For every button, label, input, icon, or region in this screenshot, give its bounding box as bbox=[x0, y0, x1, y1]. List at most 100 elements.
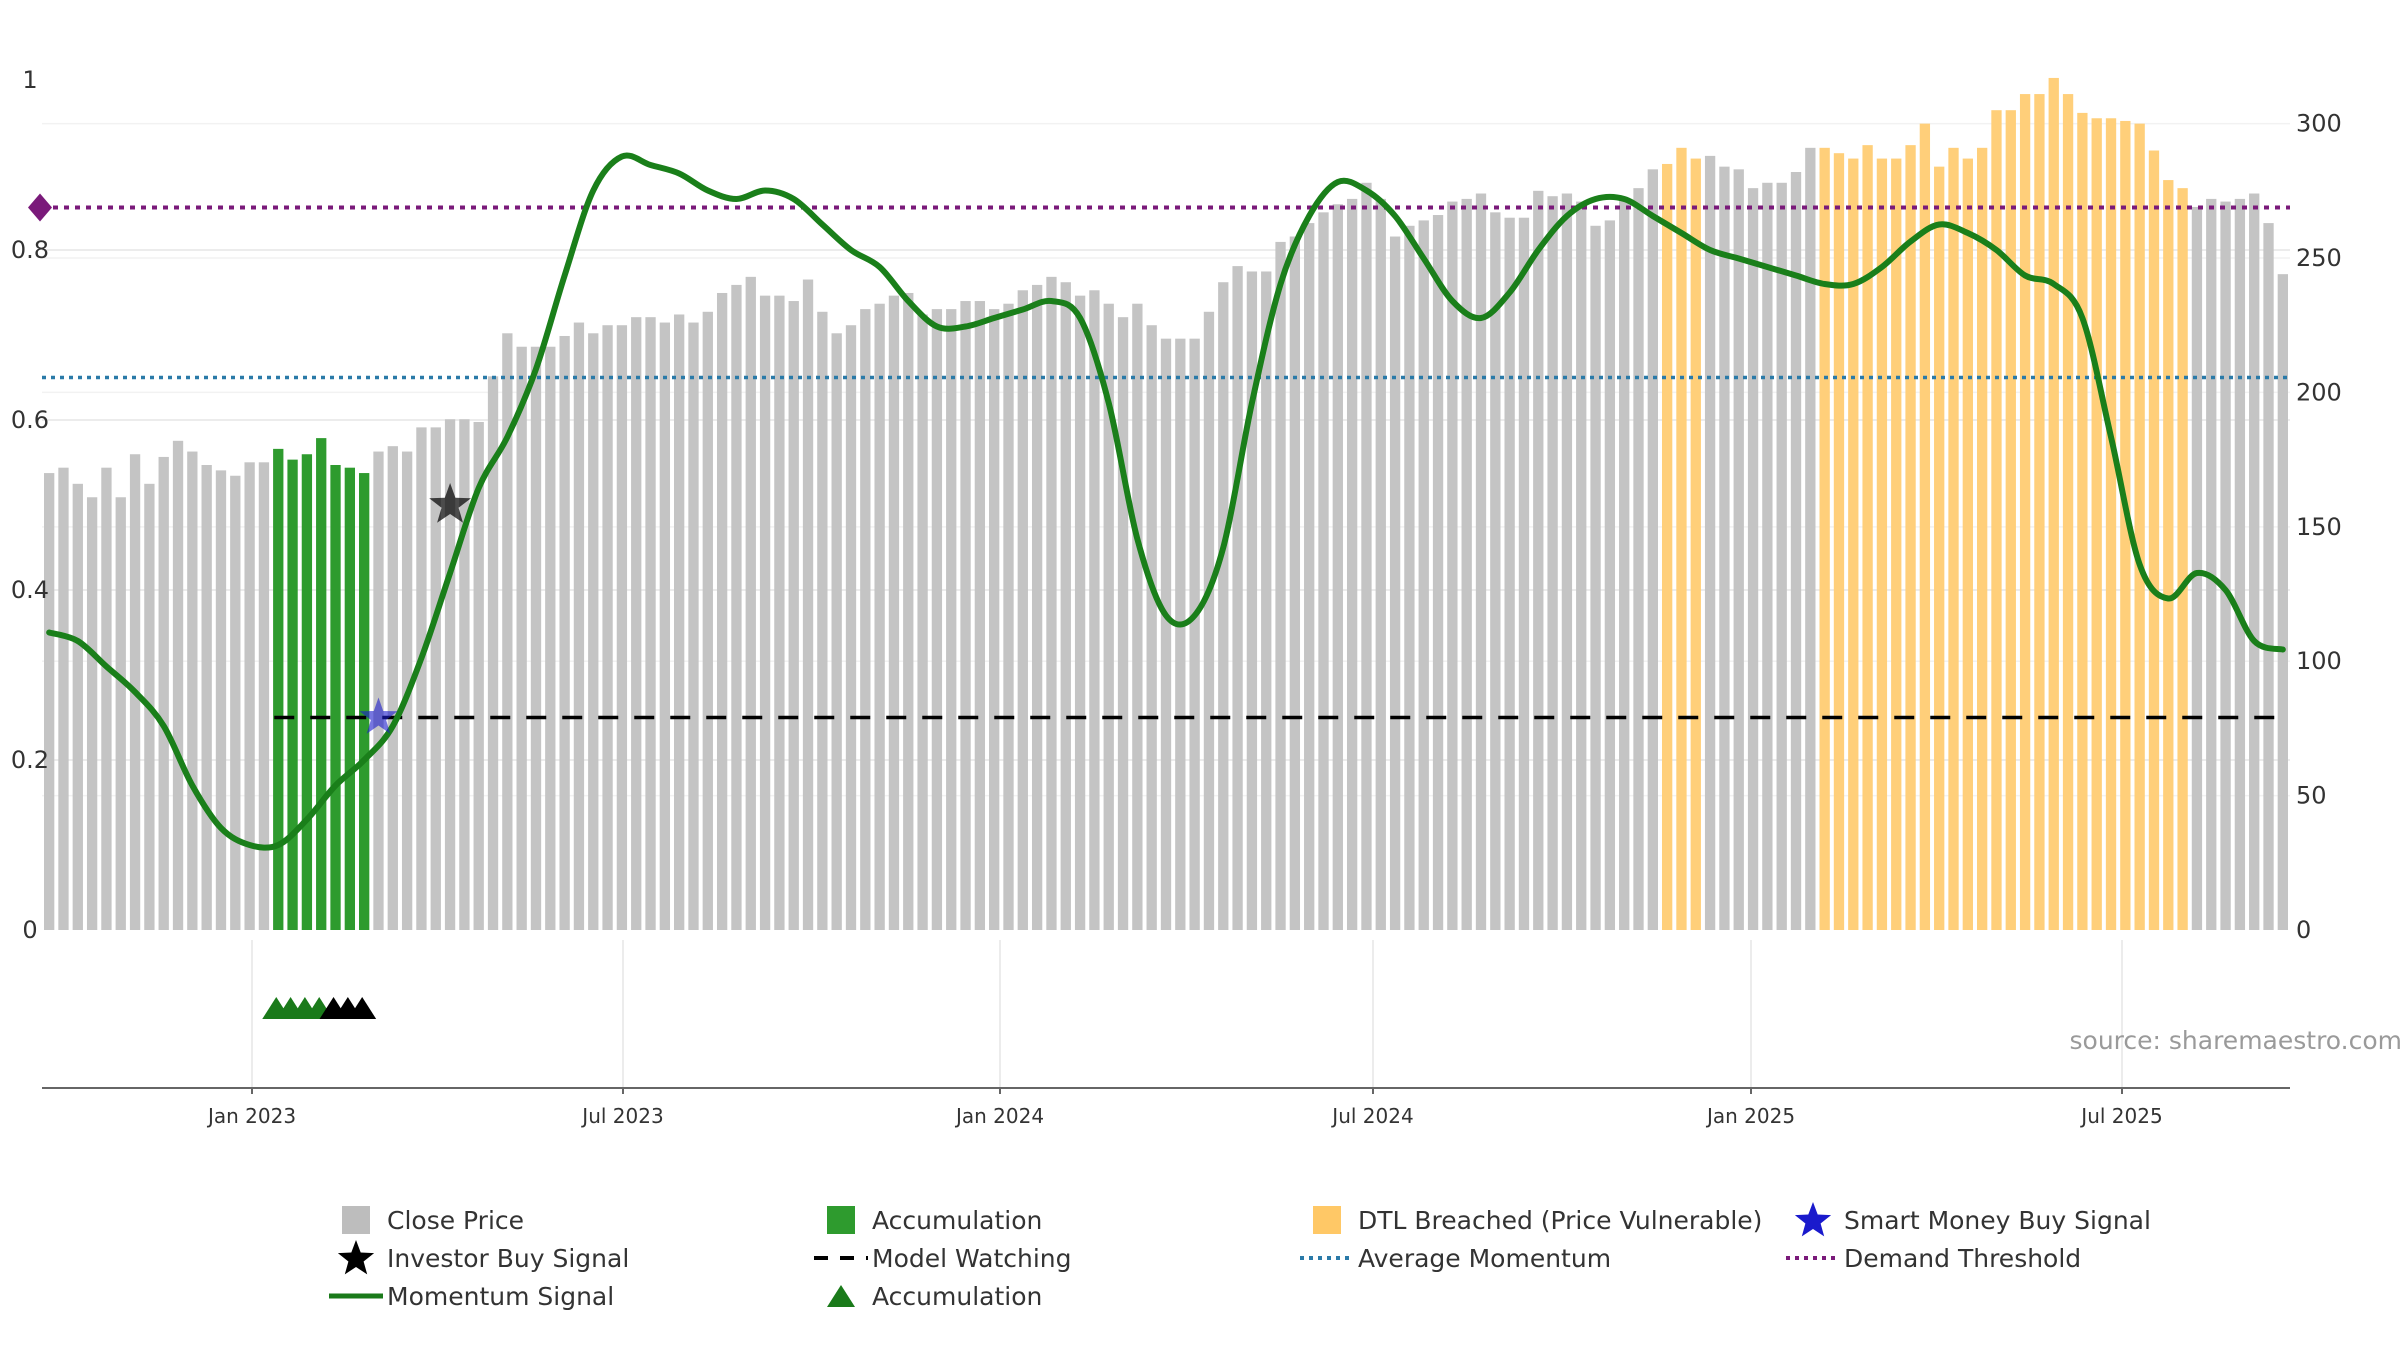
close-price-bar bbox=[631, 317, 642, 930]
close-price-bar bbox=[2263, 223, 2274, 930]
dtl-breached-bar bbox=[2034, 94, 2045, 930]
dtl-breached-bar bbox=[1934, 166, 1945, 930]
dtl-breached-bar bbox=[2134, 123, 2145, 931]
close-price-bar bbox=[1146, 325, 1157, 930]
dtl-breached-bar bbox=[2077, 112, 2088, 931]
close-price-bar bbox=[674, 314, 685, 930]
dtl-breached-bar bbox=[2091, 118, 2102, 930]
source-note: source: sharemaestro.com bbox=[2070, 1026, 2400, 1055]
close-price-bar bbox=[960, 301, 971, 930]
close-price-bar bbox=[573, 322, 585, 930]
close-price-bar bbox=[845, 325, 857, 930]
close-price-bar bbox=[516, 346, 527, 930]
close-price-bar bbox=[2206, 198, 2217, 930]
x-axis-tick-label: Jan 2023 bbox=[206, 1104, 296, 1128]
demand-threshold-marker bbox=[28, 193, 52, 222]
dtl-breached-bar bbox=[1833, 153, 1845, 931]
close-price-bar bbox=[774, 295, 785, 930]
close-price-bar bbox=[1203, 311, 1215, 931]
close-price-bar bbox=[917, 314, 928, 930]
dtl-breached-bar bbox=[1905, 145, 1916, 930]
right-axis-tick-label: 0 bbox=[2296, 916, 2311, 944]
accumulation-bar bbox=[287, 459, 298, 930]
close-price-bar bbox=[1418, 220, 1429, 930]
close-price-bar bbox=[1175, 338, 1186, 931]
dtl-breached-bar bbox=[2163, 180, 2174, 931]
close-price-bar bbox=[1475, 193, 1487, 930]
close-price-bar bbox=[1361, 182, 1372, 930]
close-price-bar bbox=[1346, 198, 1358, 930]
close-price-bar bbox=[1089, 290, 1100, 930]
dtl-breached-bar bbox=[1862, 145, 1873, 930]
close-price-bar bbox=[473, 421, 484, 930]
dtl-breached-bar bbox=[1891, 158, 1902, 930]
close-price-bar bbox=[545, 346, 556, 930]
close-price-bar bbox=[530, 346, 542, 930]
close-price-bar bbox=[1647, 169, 1658, 930]
accumulation-bar bbox=[301, 454, 313, 930]
dtl-breached-bar bbox=[2019, 94, 2031, 930]
close-price-bar bbox=[1805, 147, 1816, 930]
close-price-bar bbox=[1304, 223, 1315, 930]
close-price-bar bbox=[1533, 190, 1544, 931]
close-price-bar bbox=[101, 467, 112, 930]
close-price-bar bbox=[230, 475, 241, 930]
close-price-bar bbox=[1719, 166, 1730, 930]
left-axis-tick-label: 0.8 bbox=[11, 236, 49, 264]
close-price-bar bbox=[2249, 193, 2260, 930]
close-price-bar bbox=[44, 473, 55, 930]
dtl-breached-bar bbox=[1919, 123, 1931, 931]
x-axis-tick-label: Jul 2025 bbox=[2079, 1104, 2162, 1128]
close-price-bar bbox=[2191, 206, 2203, 931]
close-price-bar bbox=[1619, 198, 1630, 930]
close-price-bar bbox=[702, 311, 713, 931]
right-axis-tick-label: 200 bbox=[2296, 378, 2342, 406]
close-price-bar bbox=[1604, 220, 1616, 930]
close-price-bar bbox=[387, 446, 398, 930]
dtl-breached-bar bbox=[1962, 158, 1973, 930]
close-price-bar bbox=[1733, 169, 1744, 930]
right-axis-tick-label: 50 bbox=[2296, 782, 2327, 810]
close-price-bar bbox=[602, 325, 613, 930]
close-price-bar bbox=[1633, 188, 1644, 931]
close-price-bar bbox=[1117, 317, 1129, 930]
dtl-breached-bar bbox=[2120, 120, 2131, 930]
dtl-breached-bar bbox=[1819, 147, 1830, 930]
close-price-bar bbox=[373, 451, 384, 930]
close-price-bar bbox=[86, 497, 98, 930]
dtl-breached-bar bbox=[2177, 188, 2188, 931]
close-price-bar bbox=[688, 322, 699, 930]
dtl-breached-bar bbox=[1848, 158, 1859, 930]
close-price-bar bbox=[817, 311, 828, 931]
close-price-bar bbox=[903, 292, 914, 930]
close-price-bar bbox=[1031, 284, 1043, 931]
close-price-bar bbox=[1590, 225, 1601, 930]
close-price-bar bbox=[989, 309, 1000, 931]
close-price-bar bbox=[1762, 182, 1773, 930]
close-price-bar bbox=[72, 483, 83, 930]
reference-lines bbox=[28, 193, 2290, 720]
accumulation-bar bbox=[273, 448, 284, 930]
dtl-breached-bar bbox=[2005, 110, 2016, 931]
close-price-bar bbox=[487, 376, 499, 930]
close-price-bar bbox=[1103, 303, 1114, 930]
close-price-bar bbox=[1246, 271, 1258, 930]
dtl-breached-bar bbox=[1661, 163, 1673, 931]
close-price-bar bbox=[1275, 241, 1286, 931]
close-price-bar bbox=[1046, 276, 1057, 930]
close-price-bar bbox=[1747, 188, 1759, 931]
close-price-bar bbox=[215, 470, 227, 930]
accumulation-bar bbox=[359, 473, 370, 930]
close-price-bar bbox=[158, 456, 169, 930]
right-axis-tick-label: 150 bbox=[2296, 513, 2342, 541]
dtl-breached-bar bbox=[2105, 118, 2117, 930]
close-price-bar bbox=[1576, 201, 1587, 931]
dtl-breached-bar bbox=[2148, 150, 2160, 931]
close-price-bar bbox=[1017, 290, 1028, 930]
x-axis-tick-label: Jan 2024 bbox=[954, 1104, 1044, 1128]
left-axis-tick-label: 0.4 bbox=[11, 576, 49, 604]
close-price-bar bbox=[1504, 217, 1515, 930]
close-price-bar bbox=[1332, 204, 1343, 931]
momentum-signal-line bbox=[46, 152, 2286, 851]
close-price-bar bbox=[788, 301, 799, 930]
